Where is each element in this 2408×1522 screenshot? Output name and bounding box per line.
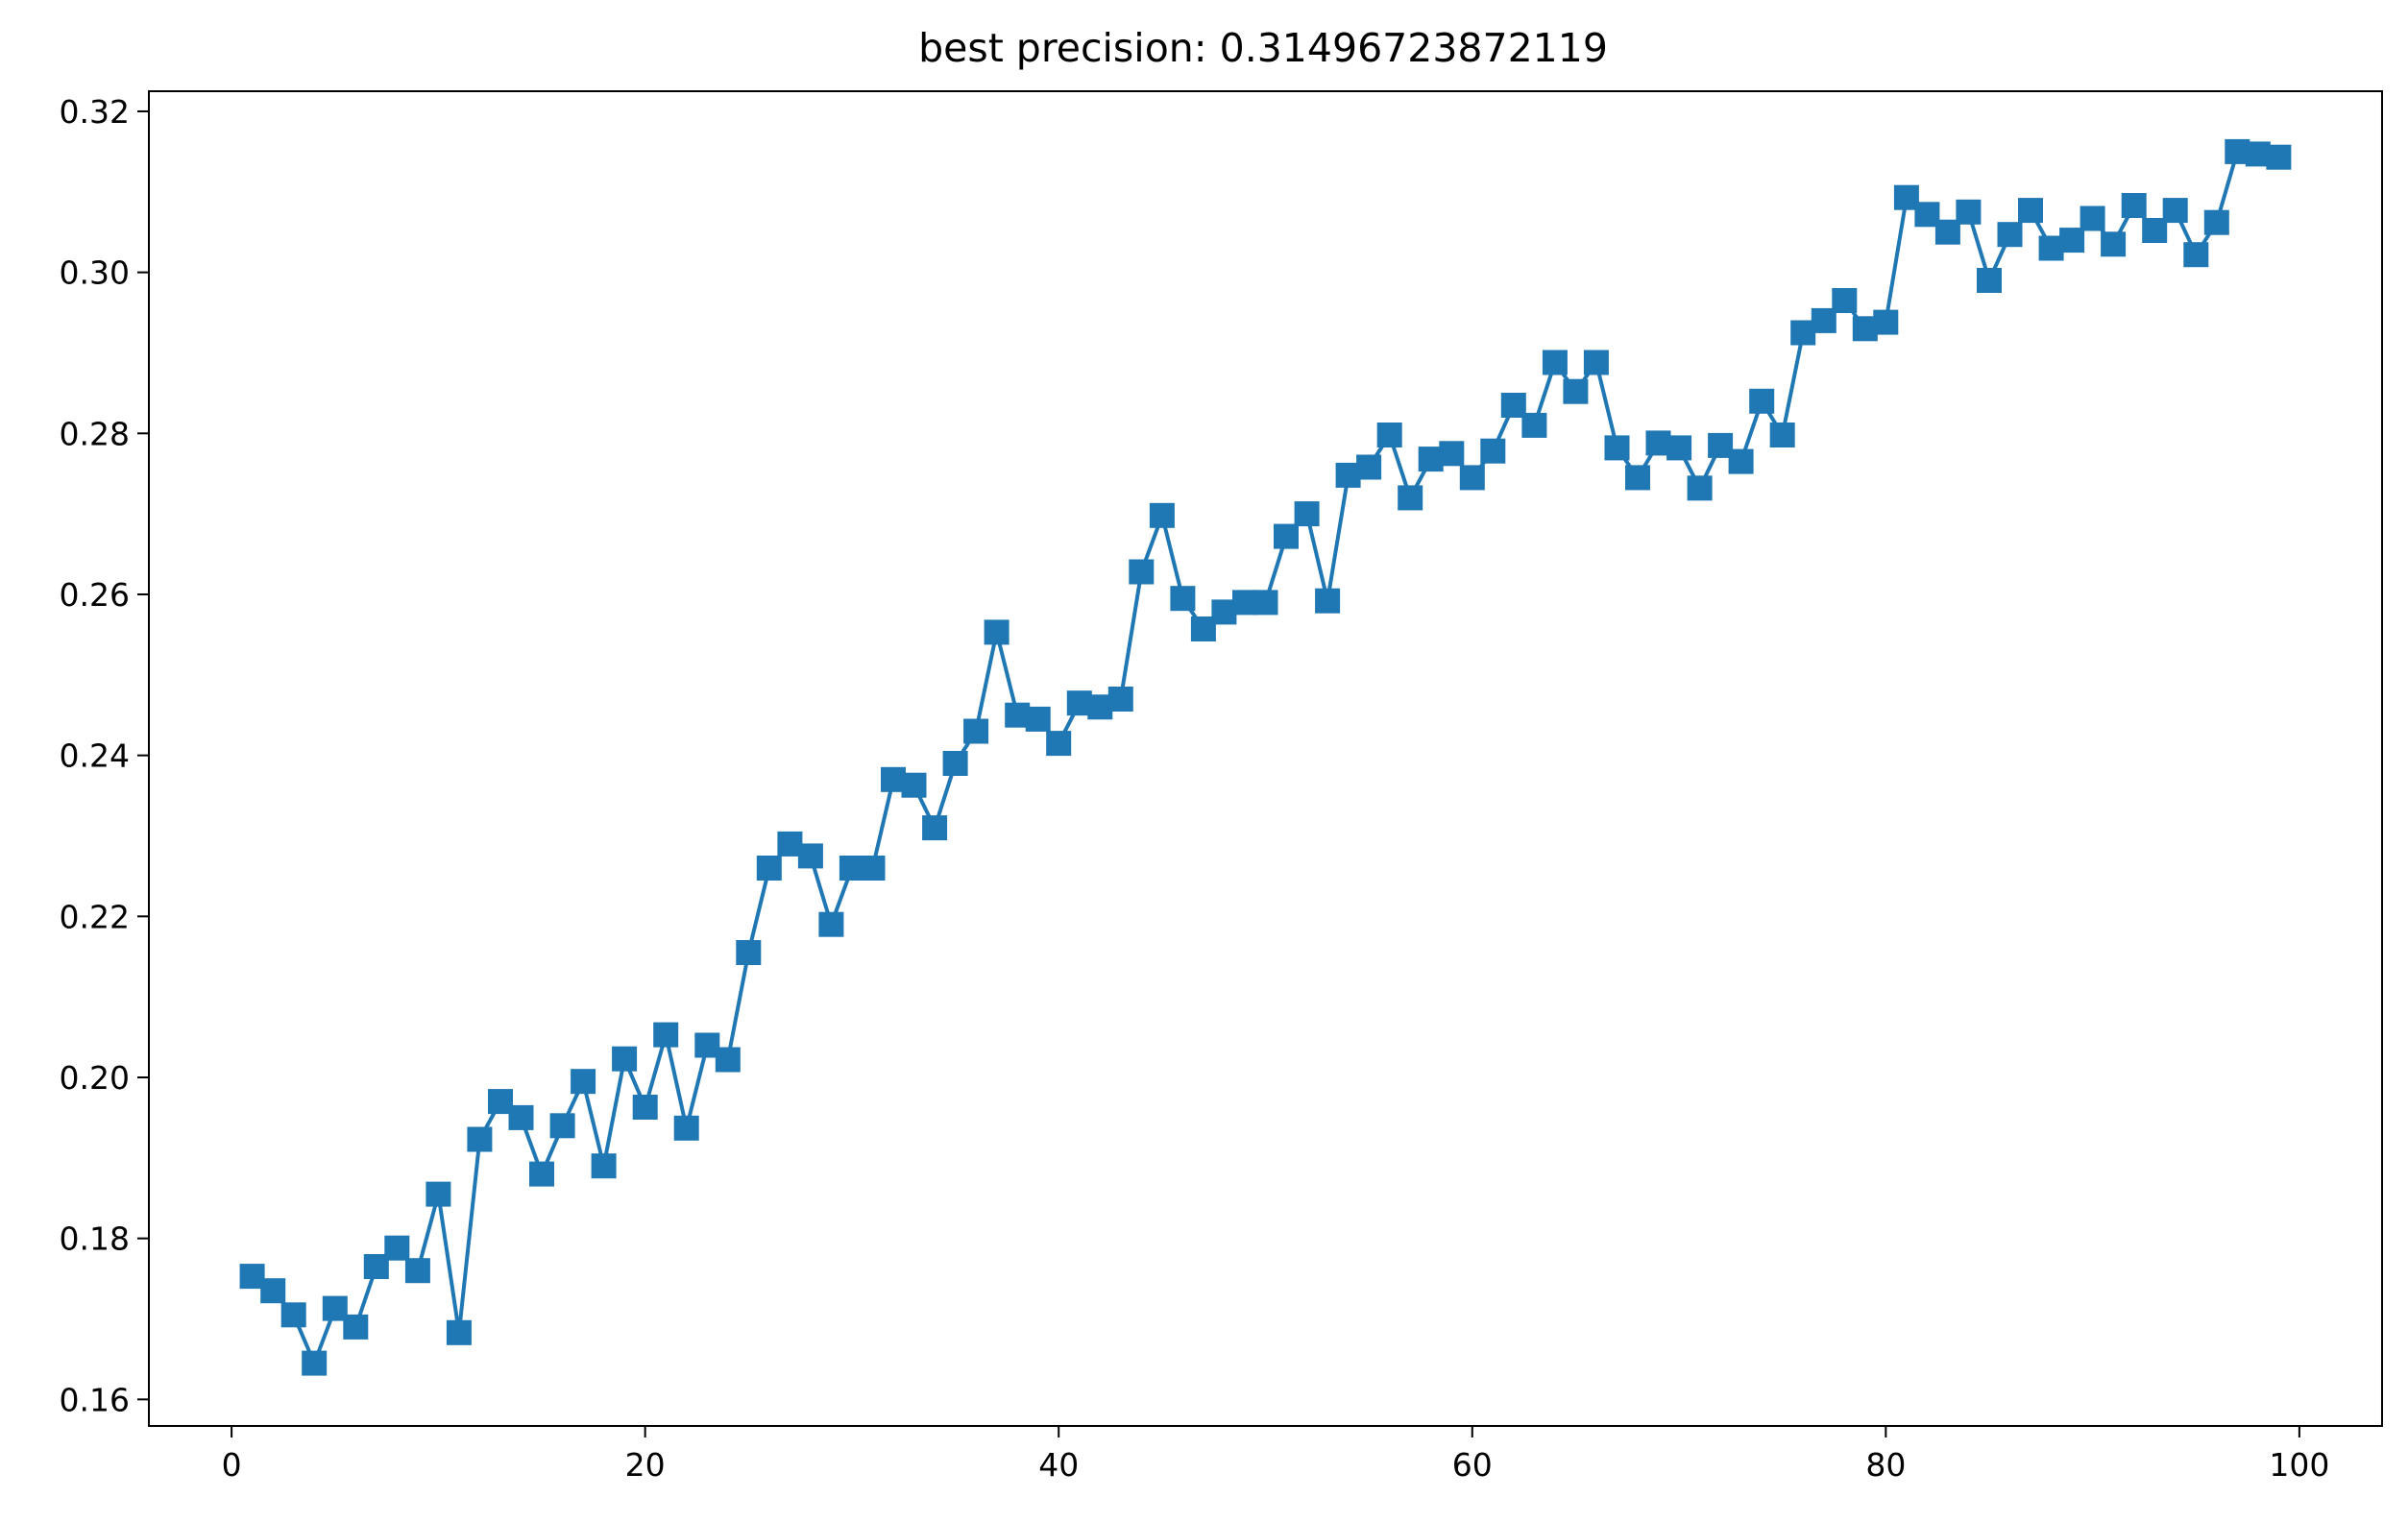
data-point-marker bbox=[1439, 441, 1465, 467]
data-point-marker bbox=[1563, 378, 1589, 404]
y-tick-label: 0.16 bbox=[60, 1381, 130, 1418]
data-point-marker bbox=[922, 815, 948, 841]
data-point-marker bbox=[736, 940, 762, 965]
x-tick-label: 60 bbox=[1452, 1446, 1493, 1484]
data-point-marker bbox=[1666, 435, 1692, 461]
x-tick-label: 0 bbox=[222, 1446, 242, 1484]
chart-title: best precision: 0.31496723872119 bbox=[918, 25, 1608, 71]
x-tick-label: 40 bbox=[1038, 1446, 1079, 1484]
data-point-marker bbox=[2121, 193, 2147, 218]
data-point-marker bbox=[1728, 448, 1754, 474]
x-tick-label: 80 bbox=[1865, 1446, 1906, 1484]
data-point-marker bbox=[1107, 687, 1133, 712]
data-point-marker bbox=[673, 1115, 699, 1141]
data-point-marker bbox=[612, 1046, 638, 1072]
data-point-marker bbox=[529, 1161, 554, 1187]
y-tick-label: 0.20 bbox=[60, 1059, 130, 1097]
data-point-marker bbox=[1997, 222, 2023, 248]
data-point-marker bbox=[2018, 198, 2043, 224]
data-point-marker bbox=[302, 1350, 328, 1376]
data-point-marker bbox=[260, 1278, 286, 1304]
data-point-marker bbox=[467, 1126, 493, 1152]
data-point-marker bbox=[1956, 199, 1982, 225]
data-point-marker bbox=[426, 1181, 451, 1207]
data-point-marker bbox=[1873, 309, 1899, 335]
data-point-marker bbox=[1129, 559, 1155, 585]
data-point-marker bbox=[1315, 588, 1341, 614]
x-axis: 0 20 40 60 80 100 bbox=[222, 1426, 2329, 1484]
data-point-marker bbox=[1274, 523, 1299, 549]
data-point-marker bbox=[942, 751, 968, 776]
data-point-marker bbox=[984, 619, 1009, 645]
x-tick-label: 20 bbox=[625, 1446, 666, 1484]
data-point-marker bbox=[1977, 268, 2002, 293]
data-point-marker bbox=[384, 1235, 410, 1261]
data-point-marker bbox=[1294, 501, 1320, 527]
data-point-marker bbox=[860, 856, 886, 881]
data-point-marker bbox=[756, 856, 782, 881]
data-point-marker bbox=[632, 1095, 658, 1120]
data-point-marker bbox=[343, 1314, 369, 1340]
data-point-marker bbox=[963, 718, 989, 744]
data-point-marker bbox=[591, 1153, 617, 1179]
data-point-marker bbox=[1521, 412, 1547, 438]
y-tick-label: 0.32 bbox=[60, 93, 130, 131]
data-point-marker bbox=[2266, 144, 2292, 170]
data-point-marker bbox=[715, 1047, 741, 1073]
data-point-marker bbox=[1025, 706, 1051, 732]
y-axis: 0.16 0.18 0.20 0.22 0.24 0.26 0.28 0.30 0.32 bbox=[60, 93, 149, 1418]
data-point-marker bbox=[446, 1319, 472, 1345]
y-tick-label: 0.22 bbox=[60, 898, 130, 935]
data-point-marker bbox=[2203, 209, 2229, 235]
y-tick-label: 0.24 bbox=[60, 737, 130, 775]
data-point-marker bbox=[2101, 231, 2127, 257]
data-point-marker bbox=[1046, 731, 1072, 757]
data-point-marker bbox=[2183, 242, 2209, 268]
data-point-marker bbox=[2162, 198, 2188, 224]
data-point-marker bbox=[1356, 454, 1382, 480]
data-point-marker bbox=[1583, 350, 1609, 375]
data-point-marker bbox=[901, 772, 927, 798]
data-point-marker bbox=[797, 843, 823, 869]
data-point-marker bbox=[1376, 423, 1402, 447]
y-tick-label: 0.18 bbox=[60, 1220, 130, 1258]
data-point-marker bbox=[1480, 438, 1506, 464]
data-point-marker bbox=[653, 1022, 679, 1048]
data-point-marker bbox=[1253, 590, 1278, 616]
data-point-marker bbox=[1398, 485, 1423, 511]
data-point-marker bbox=[1170, 586, 1196, 612]
data-point-marker bbox=[1687, 475, 1713, 501]
data-point-marker bbox=[2080, 205, 2105, 231]
data-point-marker bbox=[1625, 465, 1650, 491]
x-tick-label: 100 bbox=[2269, 1446, 2329, 1484]
data-point-marker bbox=[2059, 228, 2085, 254]
data-point-marker bbox=[571, 1069, 596, 1095]
data-point-marker bbox=[1542, 350, 1568, 375]
y-tick-label: 0.30 bbox=[60, 254, 130, 292]
y-tick-label: 0.26 bbox=[60, 576, 130, 614]
data-point-marker bbox=[1604, 435, 1630, 461]
data-point-marker bbox=[280, 1302, 306, 1328]
series-layer bbox=[239, 138, 2292, 1376]
data-point-marker bbox=[508, 1104, 534, 1130]
plot-frame bbox=[148, 90, 2383, 1427]
data-point-marker bbox=[549, 1113, 575, 1139]
data-point-marker bbox=[818, 911, 844, 937]
data-point-marker bbox=[1749, 388, 1775, 414]
data-point-marker bbox=[1832, 288, 1858, 313]
data-point-marker bbox=[1149, 502, 1175, 528]
y-tick-label: 0.28 bbox=[60, 415, 130, 452]
data-point-marker bbox=[1459, 465, 1485, 491]
data-point-marker bbox=[1769, 423, 1795, 447]
data-point-marker bbox=[404, 1258, 430, 1284]
